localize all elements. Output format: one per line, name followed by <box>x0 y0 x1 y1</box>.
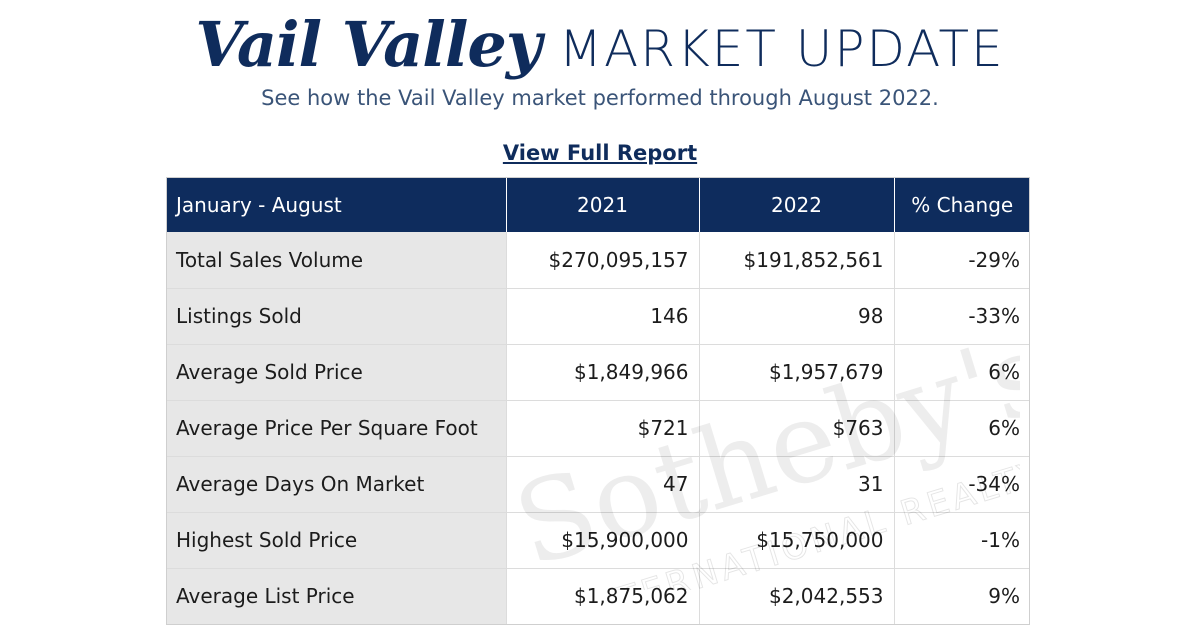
report-link-container: View Full Report <box>0 141 1200 165</box>
value-2021: $15,900,000 <box>506 512 700 569</box>
value-2022: 31 <box>699 456 895 513</box>
market-table: January - August 2021 2022 % Change Tota… <box>166 177 1030 625</box>
metric-label: Average Sold Price <box>166 344 507 401</box>
value-2022: 98 <box>699 288 895 345</box>
value-change: 9% <box>894 568 1030 625</box>
value-2022: $2,042,553 <box>699 568 895 625</box>
value-2021: $1,875,062 <box>506 568 700 625</box>
view-full-report-link[interactable]: View Full Report <box>502 141 698 165</box>
value-change: 6% <box>894 344 1030 401</box>
value-change: 6% <box>894 400 1030 457</box>
table-row: Average List Price $1,875,062 $2,042,553… <box>166 568 1030 625</box>
metric-label: Listings Sold <box>166 288 507 345</box>
column-header-2022: 2022 <box>699 177 895 232</box>
table-row: Total Sales Volume $270,095,157 $191,852… <box>166 232 1030 289</box>
value-2021: $721 <box>506 400 700 457</box>
value-2021: $1,849,966 <box>506 344 700 401</box>
value-2022: $15,750,000 <box>699 512 895 569</box>
value-2022: $191,852,561 <box>699 232 895 289</box>
metric-label: Highest Sold Price <box>166 512 507 569</box>
metric-label: Average List Price <box>166 568 507 625</box>
page-subtitle: See how the Vail Valley market performed… <box>261 86 939 110</box>
table-row: Listings Sold 146 98 -33% <box>166 288 1030 345</box>
table-row: Highest Sold Price $15,900,000 $15,750,0… <box>166 512 1030 569</box>
table-row: Average Price Per Square Foot $721 $763 … <box>166 400 1030 457</box>
value-2022: $1,957,679 <box>699 344 895 401</box>
column-header-change: % Change <box>894 177 1030 232</box>
metric-label: Total Sales Volume <box>166 232 507 289</box>
metric-label: Average Days On Market <box>166 456 507 513</box>
title-caps-text: MARKET UPDATE <box>558 20 1005 78</box>
value-2021: 146 <box>506 288 700 345</box>
value-change: -1% <box>894 512 1030 569</box>
table-row: Average Sold Price $1,849,966 $1,957,679… <box>166 344 1030 401</box>
value-change: -33% <box>894 288 1030 345</box>
market-table-container: January - August 2021 2022 % Change Tota… <box>166 177 1030 625</box>
column-header-period: January - August <box>166 177 507 232</box>
value-2021: 47 <box>506 456 700 513</box>
title-script-text: Vail Valley <box>195 8 541 81</box>
page-title: Vail Valley MARKET UPDATE <box>0 8 1200 81</box>
table-row: Average Days On Market 47 31 -34% <box>166 456 1030 513</box>
table-header-row: January - August 2021 2022 % Change <box>166 177 1030 232</box>
metric-label: Average Price Per Square Foot <box>166 400 507 457</box>
value-change: -29% <box>894 232 1030 289</box>
value-2022: $763 <box>699 400 895 457</box>
value-change: -34% <box>894 456 1030 513</box>
column-header-2021: 2021 <box>506 177 700 232</box>
value-2021: $270,095,157 <box>506 232 700 289</box>
